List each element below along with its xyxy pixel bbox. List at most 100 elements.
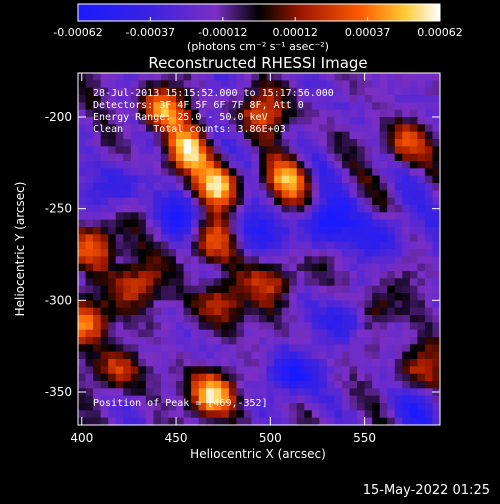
heatmap-cell <box>289 271 298 279</box>
heatmap-cell <box>394 366 403 375</box>
heatmap-cell <box>304 329 313 338</box>
heatmap-cell <box>304 300 313 309</box>
heatmap-cell <box>93 109 102 118</box>
heatmap-cell <box>409 197 418 206</box>
heatmap-cell <box>168 73 177 81</box>
heatmap-cell <box>176 307 185 316</box>
heatmap-cell <box>334 205 343 213</box>
heatmap-cell <box>115 227 124 235</box>
heatmap-cell <box>289 366 298 375</box>
heatmap-cell <box>341 249 351 257</box>
heatmap-cell <box>394 168 403 177</box>
heatmap-cell <box>432 329 440 338</box>
heatmap-cell <box>183 139 192 147</box>
heatmap-cell <box>364 417 373 425</box>
heatmap-cell <box>221 410 230 419</box>
heatmap-cell <box>93 322 102 331</box>
heatmap-cell <box>221 373 230 382</box>
heatmap-cell <box>228 366 237 375</box>
heatmap-cell <box>417 102 426 111</box>
heatmap-cell <box>108 102 117 111</box>
heatmap-cell <box>304 168 313 177</box>
heatmap-cell <box>432 351 440 360</box>
heatmap-cell <box>221 337 230 345</box>
annotation-clean-counts: Clean Total counts: 3.86E+03 <box>93 124 286 135</box>
heatmap-cell <box>145 410 155 419</box>
heatmap-cell <box>85 212 94 221</box>
heatmap-cell <box>243 131 253 140</box>
heatmap-cell <box>176 293 185 301</box>
heatmap-cell <box>349 212 358 221</box>
heatmap-cell <box>319 146 328 155</box>
heatmap-cell <box>221 153 230 162</box>
heatmap-cell <box>145 95 155 103</box>
heatmap-cell <box>228 417 237 425</box>
heatmap-cell <box>304 359 313 367</box>
heatmap-cell <box>183 315 192 323</box>
heatmap-cell <box>115 403 124 411</box>
heatmap-cell <box>326 300 336 309</box>
heatmap-cell <box>130 315 139 323</box>
heatmap-cell <box>311 271 320 279</box>
heatmap-cell <box>145 234 155 243</box>
heatmap-cell <box>108 366 117 375</box>
heatmap-cell <box>138 278 147 287</box>
heatmap-cell <box>236 168 245 177</box>
heatmap-cell <box>364 117 373 125</box>
heatmap-cell <box>417 293 426 301</box>
heatmap-cell <box>130 271 139 279</box>
heatmap-cell <box>432 403 440 411</box>
heatmap-cell <box>228 139 237 147</box>
heatmap-cell <box>326 381 336 389</box>
heatmap-cell <box>228 322 237 331</box>
heatmap-cell <box>138 117 147 125</box>
heatmap-cell <box>357 219 366 228</box>
heatmap-cell <box>409 329 418 338</box>
heatmap-cell <box>243 410 253 419</box>
heatmap-cell <box>334 417 343 425</box>
heatmap-cell <box>138 351 147 360</box>
heatmap-cell <box>130 381 139 389</box>
heatmap-cell <box>191 322 200 331</box>
heatmap-cell <box>326 359 336 367</box>
heatmap-cell <box>123 241 132 250</box>
heatmap-cell <box>341 153 351 162</box>
heatmap-cell <box>349 388 358 397</box>
heatmap-cell <box>213 146 222 155</box>
heatmap-cell <box>78 124 87 133</box>
heatmap-cell <box>183 175 192 184</box>
heatmap-cell <box>372 73 381 81</box>
heatmap-cell <box>123 256 132 265</box>
heatmap-cell <box>417 249 426 257</box>
heatmap-cell <box>160 161 170 169</box>
heatmap-cell <box>123 175 132 184</box>
heatmap-cell <box>221 381 230 389</box>
heatmap-cell <box>138 227 147 235</box>
heatmap-cell <box>108 263 117 272</box>
heatmap-cell <box>206 117 215 125</box>
heatmap-cell <box>319 212 328 221</box>
heatmap-cell <box>266 212 275 221</box>
heatmap-cell <box>281 373 290 382</box>
heatmap-cell <box>176 403 185 411</box>
heatmap-cell <box>176 300 185 309</box>
heatmap-cell <box>357 322 366 331</box>
heatmap-cell <box>266 395 275 404</box>
heatmap-cell <box>93 205 102 213</box>
heatmap-cell <box>349 131 358 140</box>
heatmap-cell <box>357 183 366 191</box>
heatmap-cell <box>417 139 426 147</box>
heatmap-cell <box>274 300 283 309</box>
heatmap-cell <box>379 175 388 184</box>
heatmap-cell <box>123 219 132 228</box>
heatmap-cell <box>123 139 132 147</box>
heatmap-cell <box>93 285 102 294</box>
heatmap-cell <box>364 351 373 360</box>
heatmap-cell <box>364 109 373 118</box>
heatmap-cell <box>417 329 426 338</box>
heatmap-cell <box>311 322 320 331</box>
heatmap-cell <box>394 271 403 279</box>
heatmap-cell <box>266 168 275 177</box>
heatmap-cell <box>138 417 147 425</box>
heatmap-cell <box>341 175 351 184</box>
